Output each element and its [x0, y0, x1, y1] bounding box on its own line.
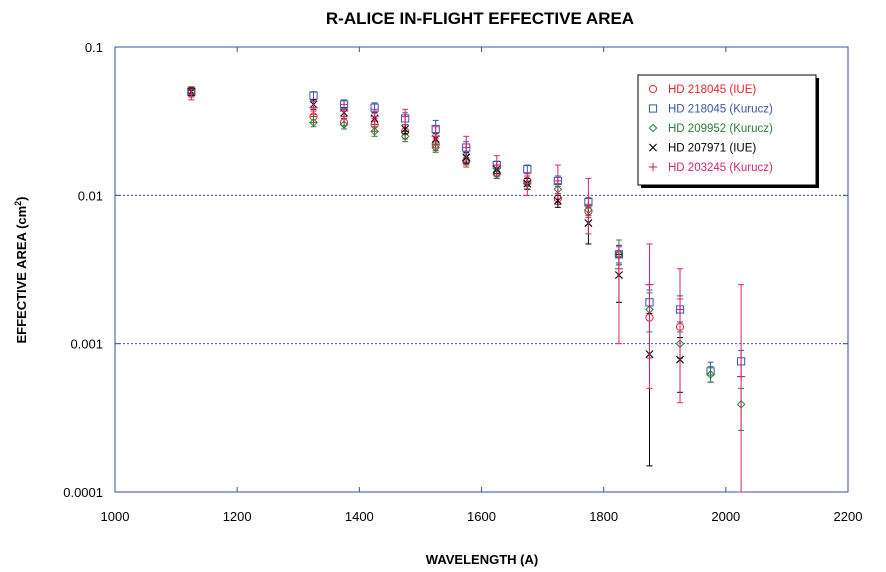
legend: HD 218045 (IUE) HD 218045 (Kurucz) HD 2099…: [637, 74, 819, 188]
series-plus: [187, 88, 746, 493]
data-point-plus: [309, 103, 318, 112]
chart-title: R-ALICE IN-FLIGHT EFFECTIVE AREA: [326, 9, 634, 28]
data-point-diamond: [648, 123, 658, 133]
x-tick-label: 1200: [223, 509, 252, 524]
legend-label: HD 203245 (Kurucz): [668, 162, 773, 174]
data-point-diamond: [400, 131, 410, 141]
data-point-plus: [737, 372, 746, 381]
data-point-diamond: [309, 118, 318, 127]
data-point-plus: [584, 201, 593, 210]
x-tick-label: 2200: [834, 509, 863, 524]
x-axis-label: WAVELENGTH (A): [426, 552, 538, 567]
data-point-plus: [648, 162, 658, 172]
data-point-plus: [370, 112, 379, 121]
y-tick-label: 0.1: [85, 40, 103, 55]
data-point-plus: [553, 176, 562, 186]
error-bar: [646, 243, 653, 389]
y-axis-label-main: EFFECTIVE AREA (cm: [14, 206, 29, 344]
legend-shadow: [816, 78, 819, 188]
data-point-plus: [614, 264, 624, 273]
data-point-plus: [339, 106, 349, 116]
data-point-plus: [401, 112, 410, 121]
data-point-diamond: [492, 169, 502, 178]
legend-label: HD 207971 (IUE): [668, 143, 756, 155]
error-bar: [738, 284, 745, 493]
y-axis-label: EFFECTIVE AREA (cm2): [13, 196, 29, 343]
legend-label: HD 218045 (Kurucz): [668, 104, 773, 116]
legend-label: HD 209952 (Kurucz): [668, 123, 773, 135]
data-series: [187, 86, 746, 493]
legend-item: HD 207971 (IUE): [649, 143, 756, 155]
data-point-plus: [645, 280, 654, 289]
error-bar: [310, 91, 317, 101]
error-bar: [615, 246, 622, 345]
y-axis-label-close: ): [14, 196, 29, 200]
data-point-square: [523, 165, 532, 174]
legend-label: HD 218045 (IUE): [668, 84, 756, 96]
legend-item: HD 209952 (Kurucz): [648, 123, 773, 135]
error-bar: [677, 268, 684, 404]
data-point-diamond: [370, 127, 379, 136]
y-axis: 0.0001 0.001 0.01 0.1: [63, 40, 848, 500]
x-tick-label: 1600: [467, 509, 496, 524]
data-point-circle: [648, 84, 658, 94]
y-tick-label: 0.0001: [63, 485, 103, 500]
legend-shadow-bottom: [641, 185, 819, 188]
data-point-diamond: [339, 120, 349, 129]
error-bar: [707, 366, 714, 383]
y-axis-label-superscript: 2: [13, 201, 23, 206]
x-tick-label: 1400: [345, 509, 374, 524]
data-point-plus: [675, 305, 685, 314]
legend-item: HD 218045 (IUE): [648, 84, 756, 96]
data-point-square: [648, 104, 658, 113]
x-axis: 1000 1200 1400 1600 1800 2000 2200: [101, 47, 863, 524]
legend-item: HD 218045 (Kurucz): [648, 104, 773, 116]
y-tick-label: 0.001: [70, 337, 103, 352]
data-point-diamond: [706, 370, 715, 379]
data-point-plus: [431, 132, 440, 141]
data-point-square: [309, 91, 318, 100]
y-tick-label: 0.01: [78, 188, 103, 203]
legend-item: HD 203245 (Kurucz): [648, 162, 773, 174]
x-tick-label: 1000: [101, 509, 130, 524]
x-tick-label: 1800: [589, 509, 618, 524]
legend-box: [637, 74, 817, 186]
data-point-plus: [523, 179, 532, 188]
x-tick-label: 2000: [711, 509, 740, 524]
data-point-plus: [462, 143, 471, 152]
data-point-diamond: [431, 143, 440, 152]
data-point-plus: [492, 160, 501, 170]
data-point-x: [649, 143, 657, 152]
data-point-plus: [187, 90, 196, 99]
data-point-x: [401, 125, 410, 133]
